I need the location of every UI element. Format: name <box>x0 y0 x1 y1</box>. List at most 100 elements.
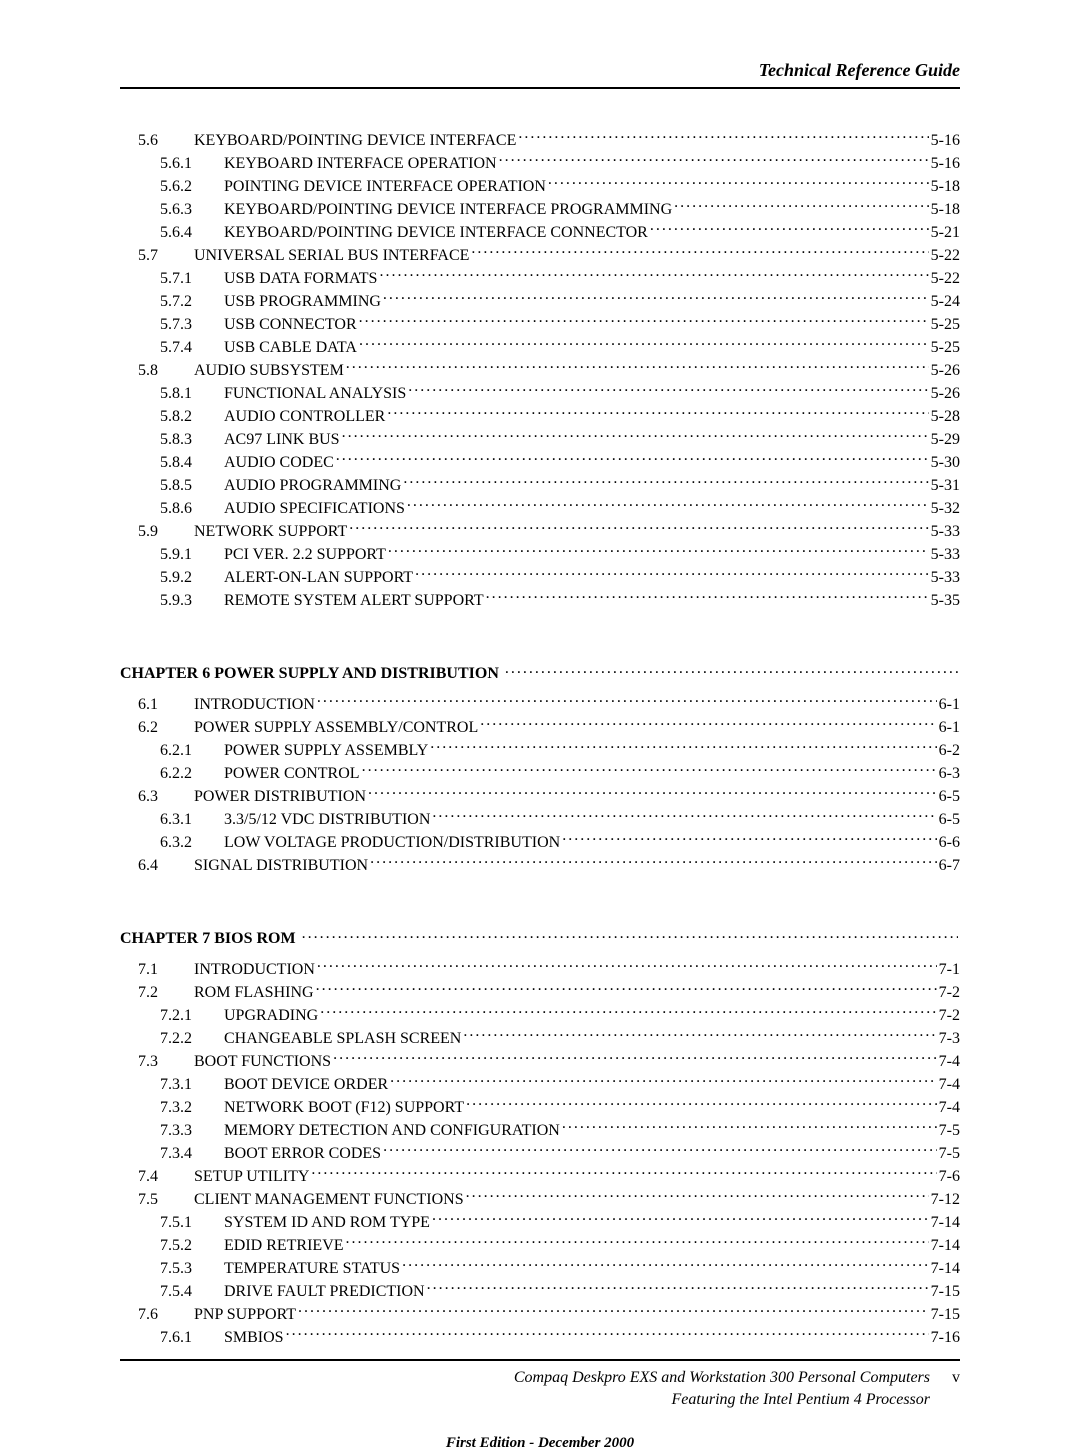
toc-entry: 5.8.1FUNCTIONAL ANALYSIS 5-26 <box>120 382 960 405</box>
toc-entry-number: 7.3.1 <box>160 1074 224 1096</box>
toc-entry-page: 5-18 <box>931 176 960 198</box>
toc-entry-title: POINTING DEVICE INTERFACE OPERATION <box>224 176 546 198</box>
toc-entry-title: SIGNAL DISTRIBUTION <box>194 855 368 877</box>
toc-entry-page: 7-16 <box>931 1327 960 1349</box>
toc-entry: 7.5CLIENT MANAGEMENT FUNCTIONS 7-12 <box>120 1188 960 1211</box>
toc-entry: 5.7.2USB PROGRAMMING 5-24 <box>120 290 960 313</box>
footer-separator <box>120 1359 960 1367</box>
leader-dots <box>346 359 929 375</box>
leader-dots <box>383 290 929 306</box>
toc-entry-page: 5-29 <box>931 429 960 451</box>
toc-entry-page: 5-31 <box>931 475 960 497</box>
toc-entry-title: BOOT DEVICE ORDER <box>224 1074 388 1096</box>
toc-entry: 5.8.3AC97 LINK BUS 5-29 <box>120 428 960 451</box>
toc-entry: 7.3.4BOOT ERROR CODES 7-5 <box>120 1142 960 1165</box>
toc-entry-number: 7.5.4 <box>160 1281 224 1303</box>
toc-entry-number: 7.2 <box>138 982 194 1004</box>
toc-entry-title: PCI VER. 2.2 SUPPORT <box>224 544 386 566</box>
leader-dots <box>562 831 936 847</box>
toc-entry-number: 5.6.3 <box>160 199 224 221</box>
leader-dots <box>408 382 928 398</box>
leader-dots <box>311 1165 936 1181</box>
leader-dots <box>370 854 937 870</box>
leader-dots <box>562 1119 937 1135</box>
toc-entry-page: 7-1 <box>939 959 960 981</box>
leader-dots <box>480 716 936 732</box>
toc-entry-page: 5-24 <box>931 291 960 313</box>
toc-entry-number: 5.8.5 <box>160 475 224 497</box>
leader-dots <box>402 1257 929 1273</box>
toc-entry-title: AUDIO CONTROLLER <box>224 406 385 428</box>
toc-entry-title: LOW VOLTAGE PRODUCTION/DISTRIBUTION <box>224 832 560 854</box>
toc-entry-number: 7.4 <box>138 1166 194 1188</box>
toc-entry: 7.3BOOT FUNCTIONS 7-4 <box>120 1050 960 1073</box>
toc-entry-number: 5.7.1 <box>160 268 224 290</box>
toc-entry-page: 5-25 <box>931 337 960 359</box>
leader-dots <box>320 1004 936 1020</box>
toc-entry-title: SETUP UTILITY <box>194 1166 309 1188</box>
toc-entry-page: 6-1 <box>939 694 960 716</box>
toc-entry-title: KEYBOARD/POINTING DEVICE INTERFACE <box>194 130 516 152</box>
toc-entry-page: 7-15 <box>931 1281 960 1303</box>
chapter-7-title: CHAPTER 7 BIOS ROM <box>120 930 296 948</box>
toc-entry-page: 5-16 <box>931 130 960 152</box>
toc-entry-title: KEYBOARD/POINTING DEVICE INTERFACE PROGR… <box>224 199 672 221</box>
leader-dots <box>316 981 937 997</box>
toc-entry-number: 5.9.1 <box>160 544 224 566</box>
toc-entry-title: NETWORK BOOT (F12) SUPPORT <box>224 1097 464 1119</box>
toc-entry-number: 5.8.1 <box>160 383 224 405</box>
toc-entry: 5.8.2AUDIO CONTROLLER 5-28 <box>120 405 960 428</box>
toc-entry-page: 5-22 <box>931 245 960 267</box>
toc-entry-title: AUDIO PROGRAMMING <box>224 475 401 497</box>
leader-dots <box>349 520 928 536</box>
toc-entry-page: 5-22 <box>931 268 960 290</box>
toc-entry-title: POWER DISTRIBUTION <box>194 786 366 808</box>
toc-entry-page: 7-5 <box>939 1143 960 1165</box>
toc-entry-number: 5.7.3 <box>160 314 224 336</box>
chapter-6-heading: CHAPTER 6 POWER SUPPLY AND DISTRIBUTION <box>120 662 960 683</box>
toc-entry: 6.3POWER DISTRIBUTION 6-5 <box>120 785 960 808</box>
toc-entry-number: 7.5.2 <box>160 1235 224 1257</box>
toc-entry: 7.3.1BOOT DEVICE ORDER 7-4 <box>120 1073 960 1096</box>
toc-entry-page: 5-35 <box>931 590 960 612</box>
toc-entry-page: 7-14 <box>931 1235 960 1257</box>
leader-dots <box>430 739 936 755</box>
toc-entry-title: REMOTE SYSTEM ALERT SUPPORT <box>224 590 484 612</box>
toc-entry-number: 7.5 <box>138 1189 194 1211</box>
toc-entry-title: UPGRADING <box>224 1005 318 1027</box>
leader-dots <box>359 336 929 352</box>
leader-dots <box>390 1073 937 1089</box>
leader-dots <box>368 785 937 801</box>
toc-entry-page: 6-6 <box>939 832 960 854</box>
toc-entry-number: 7.2.2 <box>160 1028 224 1050</box>
toc-entry-page: 5-18 <box>931 199 960 221</box>
toc-entry: 5.7UNIVERSAL SERIAL BUS INTERFACE 5-22 <box>120 244 960 267</box>
toc-entry-page: 7-4 <box>939 1074 960 1096</box>
toc-entry-number: 5.8 <box>138 360 194 382</box>
footer-page-number: v <box>952 1369 960 1386</box>
toc-entry-page: 7-4 <box>939 1051 960 1073</box>
toc-entry: 7.3.3MEMORY DETECTION AND CONFIGURATION … <box>120 1119 960 1142</box>
toc-entry-page: 5-33 <box>931 567 960 589</box>
toc-entry-number: 7.6 <box>138 1304 194 1326</box>
leader-dots <box>387 405 928 421</box>
leader-dots <box>650 221 929 237</box>
toc-entry-title: USB PROGRAMMING <box>224 291 381 313</box>
toc-entry: 5.7.4USB CABLE DATA 5-25 <box>120 336 960 359</box>
toc-entry-title: SMBIOS <box>224 1327 284 1349</box>
toc-entry-title: KEYBOARD INTERFACE OPERATION <box>224 153 497 175</box>
toc-entry-page: 7-14 <box>931 1258 960 1280</box>
toc-entry-title: USB DATA FORMATS <box>224 268 377 290</box>
toc-entry-number: 7.5.1 <box>160 1212 224 1234</box>
toc-entry-number: 5.8.6 <box>160 498 224 520</box>
leader-dots <box>286 1326 929 1342</box>
toc-entry: 5.6.3KEYBOARD/POINTING DEVICE INTERFACE … <box>120 198 960 221</box>
toc-entry-number: 6.2.2 <box>160 763 224 785</box>
toc-entry-title: CHANGEABLE SPLASH SCREEN <box>224 1028 461 1050</box>
toc-entry-number: 5.8.4 <box>160 452 224 474</box>
toc-entry-number: 5.6.2 <box>160 176 224 198</box>
toc-entry-title: AUDIO SPECIFICATIONS <box>224 498 405 520</box>
leader-dots <box>333 1050 937 1066</box>
toc-entry: 5.9.3REMOTE SYSTEM ALERT SUPPORT 5-35 <box>120 589 960 612</box>
toc-entry: 5.7.1USB DATA FORMATS 5-22 <box>120 267 960 290</box>
